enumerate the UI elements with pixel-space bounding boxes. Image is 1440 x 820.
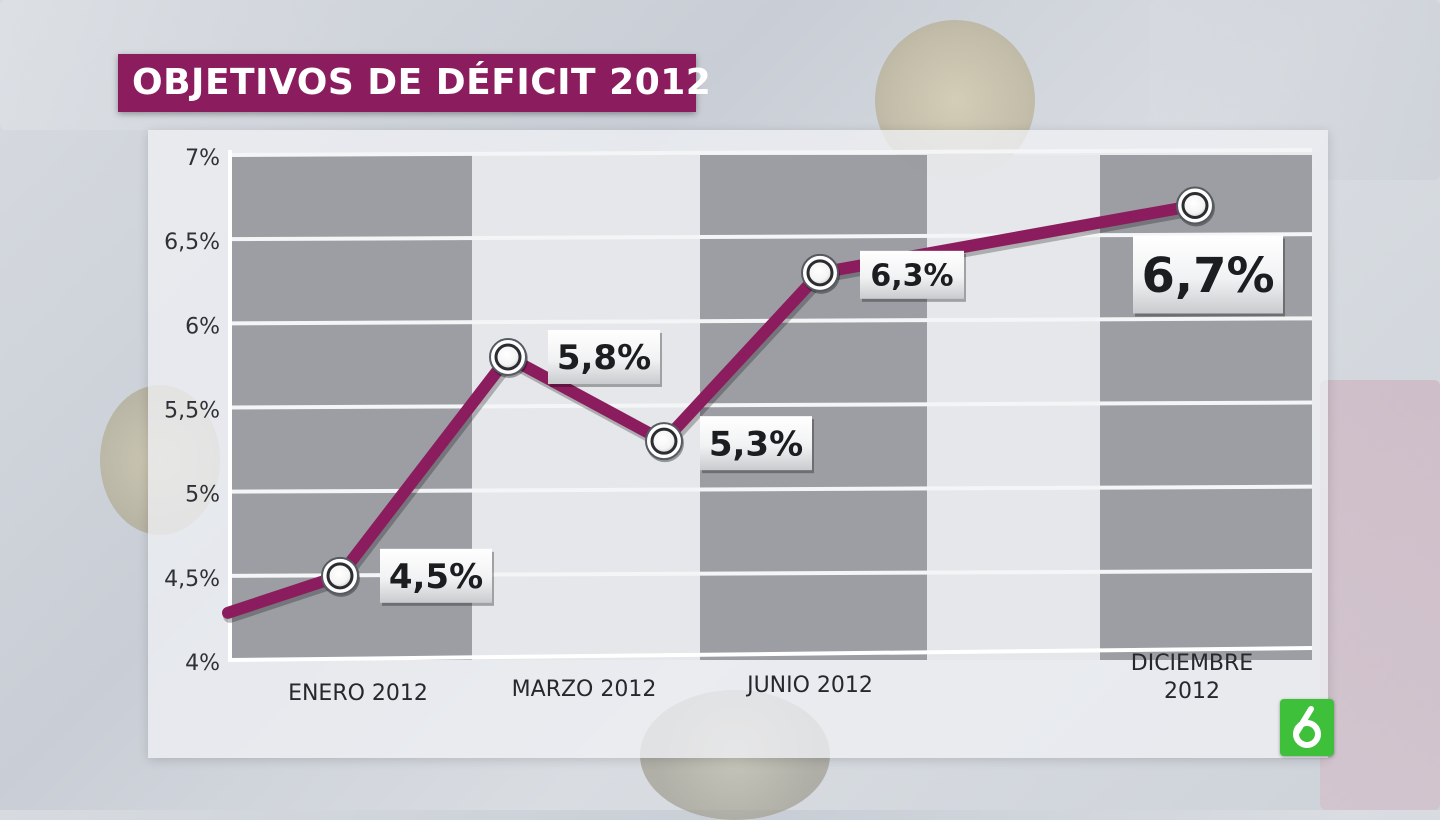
- y-tick-label: 5,5%: [164, 399, 220, 424]
- background-banknote: [1320, 380, 1440, 810]
- y-tick-label: 6,5%: [164, 230, 220, 255]
- data-label: 5,3%: [700, 416, 814, 474]
- data-label: 6,7%: [1133, 235, 1285, 317]
- y-tick-label: 6%: [185, 314, 220, 339]
- data-label-text: 4,5%: [389, 557, 483, 597]
- background-band: [1100, 155, 1312, 660]
- chart-title-banner: OBJETIVOS DE DÉFICIT 2012: [118, 54, 712, 112]
- data-label-text: 5,8%: [557, 338, 651, 378]
- data-point-marker: [645, 422, 684, 463]
- x-axis: [229, 646, 1313, 662]
- x-tick-label: JUNIO 2012: [745, 673, 873, 698]
- x-tick-label: DICIEMBRE 2012: [1131, 651, 1253, 704]
- data-point-marker: [321, 556, 360, 597]
- data-point-marker: [489, 338, 528, 378]
- grid-line: [229, 148, 1313, 157]
- background-band: [700, 155, 927, 660]
- y-tick-label: 5%: [185, 483, 220, 508]
- grid-line: [229, 400, 1313, 410]
- data-label: 5,8%: [548, 330, 662, 387]
- data-label: 6,3%: [860, 250, 966, 302]
- data-point-marker: [801, 253, 840, 294]
- chart-title: OBJETIVOS DE DÉFICIT 2012: [132, 62, 712, 103]
- data-label-text: 6,7%: [1141, 248, 1274, 304]
- y-tick-label: 4,5%: [164, 567, 220, 592]
- y-tick-label: 7%: [185, 146, 220, 171]
- y-tick-label: 4%: [185, 651, 220, 676]
- data-label-text: 5,3%: [709, 424, 803, 464]
- grid-line: [229, 232, 1313, 242]
- data-point-marker: [1176, 186, 1215, 227]
- data-label: 4,5%: [380, 548, 494, 606]
- x-tick-label: ENERO 2012: [288, 681, 428, 706]
- x-tick-label: MARZO 2012: [512, 677, 657, 702]
- la-sexta-logo-icon: [1280, 699, 1334, 756]
- data-label-text: 6,3%: [870, 259, 953, 294]
